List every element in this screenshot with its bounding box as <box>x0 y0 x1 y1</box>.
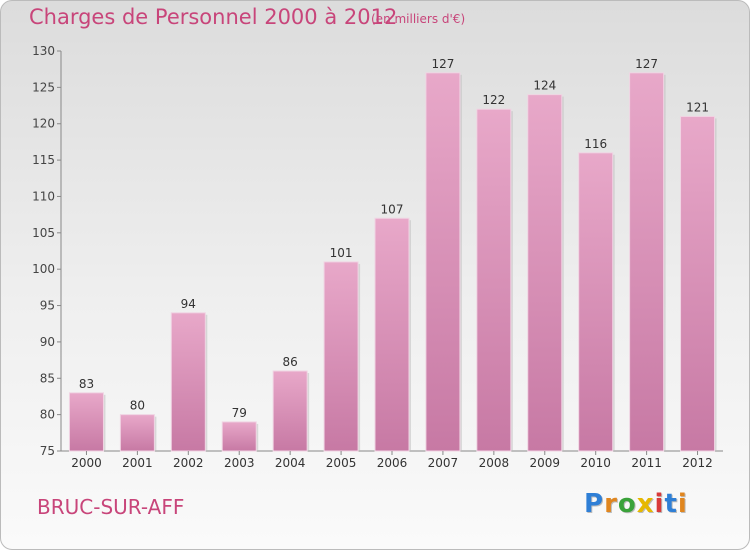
bar-value-label: 79 <box>232 406 247 420</box>
y-tick-label: 75 <box>40 444 55 458</box>
logo-letter: i <box>654 489 665 519</box>
bar-group <box>476 108 513 452</box>
bar <box>629 72 665 452</box>
bar <box>221 421 257 452</box>
bar-value-label: 121 <box>686 100 709 114</box>
bar-group <box>323 261 361 452</box>
bar <box>578 152 614 452</box>
logo-letter: x <box>636 489 655 519</box>
bar <box>323 261 359 452</box>
y-tick-label: 125 <box>32 80 55 94</box>
x-tick-label: 2002 <box>173 456 204 470</box>
y-tick-label: 90 <box>40 335 55 349</box>
logo-letter: r <box>604 489 618 519</box>
x-tick-label: 2010 <box>580 456 611 470</box>
x-tick-label: 2011 <box>631 456 662 470</box>
bar-group <box>425 72 462 452</box>
bar-group <box>680 115 717 452</box>
y-tick-label: 110 <box>32 189 55 203</box>
bar <box>527 94 563 452</box>
x-tick-label: 2004 <box>275 456 306 470</box>
x-tick-label: 2007 <box>428 456 459 470</box>
bar-value-label: 86 <box>283 355 298 369</box>
bar-value-label: 107 <box>381 202 404 216</box>
proxiti-logo: Proxiti <box>584 489 688 519</box>
bar-group <box>170 312 208 452</box>
x-tick-label: 2012 <box>682 456 713 470</box>
x-tick-label: 2005 <box>326 456 357 470</box>
bar-value-label: 80 <box>130 399 145 413</box>
chart-title: Charges de Personnel 2000 à 2012 <box>29 5 398 29</box>
y-tick-label: 105 <box>32 226 55 240</box>
bar-value-label: 94 <box>181 297 196 311</box>
y-tick-label: 130 <box>32 44 55 58</box>
bar <box>170 312 206 452</box>
y-tick-label: 95 <box>40 299 55 313</box>
bar-group <box>119 414 157 452</box>
y-tick-label: 85 <box>40 371 55 385</box>
x-tick-label: 2009 <box>529 456 560 470</box>
bar-group <box>68 392 106 452</box>
y-tick-label: 120 <box>32 117 55 131</box>
x-tick-label: 2006 <box>377 456 408 470</box>
bar-group <box>578 152 615 452</box>
y-tick-label: 115 <box>32 153 55 167</box>
x-tick-label: 2003 <box>224 456 255 470</box>
logo-letter: t <box>664 489 678 519</box>
logo-letter: i <box>677 489 688 519</box>
bar <box>680 115 716 452</box>
y-tick-label: 80 <box>40 408 55 422</box>
bar-chart: 75 80 85 90 95 100 105 110 115 120 125 130 83 2000 80 2… <box>32 44 723 470</box>
location-name: BRUC-SUR-AFF <box>37 495 185 519</box>
chart-subtitle: (en milliers d'€) <box>371 12 466 26</box>
x-tick-label: 2001 <box>122 456 153 470</box>
bar <box>272 370 308 452</box>
bar-group <box>527 94 564 452</box>
bar <box>119 414 155 452</box>
bar <box>374 217 410 452</box>
bar-value-label: 116 <box>584 137 607 151</box>
bar-group <box>221 421 259 452</box>
bar <box>68 392 104 452</box>
bar-value-label: 83 <box>79 377 94 391</box>
bar-value-label: 127 <box>431 57 454 71</box>
x-tick-label: 2000 <box>71 456 102 470</box>
bar-group <box>374 217 411 452</box>
bar-value-label: 127 <box>635 57 658 71</box>
logo-letter: o <box>617 489 637 519</box>
bar <box>425 72 461 452</box>
x-tick-label: 2008 <box>479 456 510 470</box>
bar-value-label: 122 <box>482 93 505 107</box>
bar-value-label: 124 <box>533 79 556 93</box>
logo-letter: P <box>584 489 605 519</box>
y-tick-label: 100 <box>32 262 55 276</box>
bar <box>476 108 512 452</box>
bar-group <box>272 370 310 452</box>
bar-value-label: 101 <box>330 246 353 260</box>
bar-group <box>629 72 666 452</box>
